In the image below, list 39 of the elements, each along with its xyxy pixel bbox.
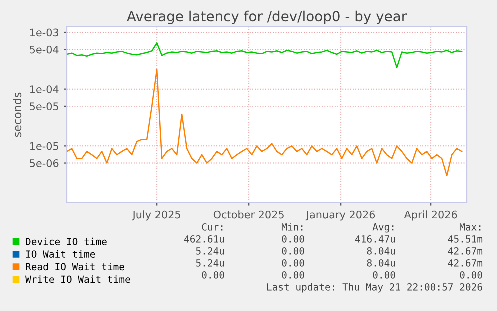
- text: 0.00: [282, 235, 304, 243]
- text: Last update: Thu May 21 22:00:57 2026: [267, 283, 482, 293]
- legend-label: Device IO time: [26, 238, 107, 246]
- text: Max:: [460, 224, 481, 231]
- line-series: [67, 42, 463, 68]
- text: 0.00: [373, 271, 396, 279]
- text: 0.00: [202, 271, 224, 279]
- legend-label: Read IO Wait time: [26, 263, 124, 271]
- y-tick-label: 5e-05: [30, 102, 58, 111]
- text: 0.00: [282, 259, 304, 267]
- text: 416.47u: [356, 235, 396, 243]
- x-tick-label: January 2026: [306, 210, 376, 221]
- text: 42.67m: [448, 259, 483, 267]
- text: 5.24u: [196, 259, 224, 267]
- legend-label: IO Wait time: [26, 250, 96, 258]
- text: Min:: [282, 223, 303, 231]
- x-tick-label: July 2025: [132, 210, 180, 221]
- text: 5.24u: [196, 247, 224, 255]
- y-tick-label: 1e-04: [30, 86, 59, 94]
- x-tick-label: October 2025: [214, 210, 284, 219]
- y-tick-label: 5e-06: [30, 160, 59, 168]
- text: 8.04u: [367, 259, 396, 267]
- text: 0.00: [460, 271, 482, 279]
- text: 0.00: [282, 271, 304, 279]
- text: Avg:: [372, 224, 394, 233]
- chart-title: Average latency for /dev/loop0 - by year: [127, 10, 408, 24]
- line-series: [67, 69, 463, 177]
- text: 45.51m: [448, 236, 483, 243]
- y-tick-label: 5e-04: [30, 46, 59, 54]
- legend-label: Write IO Wait time: [26, 276, 130, 284]
- y-tick-label: 1e-05: [30, 142, 58, 150]
- x-tick-label: April 2026: [404, 210, 458, 221]
- y-tick-label: 1e-03: [30, 28, 59, 37]
- text: 462.61u: [184, 235, 224, 243]
- text: 42.67m: [448, 247, 483, 255]
- text: Cur:: [202, 223, 223, 231]
- y-axis-title: seconds: [13, 92, 22, 138]
- text: 8.04u: [367, 247, 396, 255]
- text: 0.00: [282, 247, 304, 255]
